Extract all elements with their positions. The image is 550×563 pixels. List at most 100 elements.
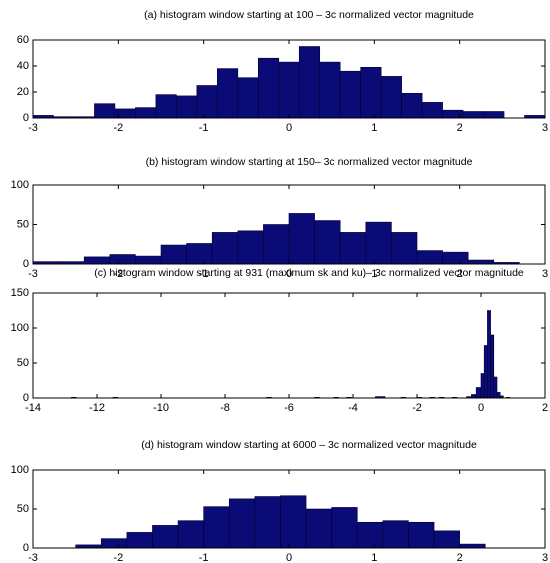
y-tick-label: 0 (23, 542, 29, 554)
bar (109, 254, 136, 265)
y-tick-label: 100 (11, 322, 29, 334)
bar (475, 387, 482, 399)
chart-title: (b) histogram window starting at 150– 3c… (146, 156, 473, 168)
x-tick-label: -12 (89, 402, 105, 414)
bar (314, 220, 341, 265)
bar (298, 46, 321, 119)
x-tick-label: -3 (28, 552, 38, 563)
bar (100, 538, 128, 549)
bar (356, 521, 384, 549)
x-tick-label: 0 (286, 552, 292, 563)
x-tick-label: -2 (113, 268, 123, 280)
bar (496, 392, 501, 399)
bar (380, 76, 402, 119)
bar (280, 495, 307, 549)
bar (391, 232, 418, 265)
x-tick-label: 3 (542, 552, 548, 563)
bar (483, 345, 488, 399)
y-tick-label: 100 (11, 179, 29, 191)
x-tick-label: -2 (113, 552, 123, 563)
bar (408, 521, 435, 549)
x-tick-label: 0 (478, 402, 484, 414)
bar (186, 243, 213, 265)
bar (278, 61, 300, 119)
y-tick-label: 50 (17, 503, 29, 515)
y-tick-label: 20 (17, 86, 29, 98)
chart-title: (d) histogram window starting at 6000 – … (141, 439, 477, 451)
bar (126, 532, 153, 549)
bar (462, 111, 484, 119)
y-tick-label: 50 (17, 357, 29, 369)
x-tick-label: -6 (284, 402, 294, 414)
x-tick-label: 1 (371, 122, 377, 134)
bar (467, 259, 495, 265)
x-tick-label: -3 (28, 122, 38, 134)
x-tick-label: 0 (286, 268, 292, 280)
bar (319, 61, 341, 119)
bar (217, 68, 239, 119)
x-tick-label: -1 (199, 122, 209, 134)
bar (176, 95, 198, 119)
bar (305, 508, 332, 549)
x-tick-label: -1 (199, 268, 209, 280)
bar (360, 67, 382, 119)
x-tick-label: -4 (348, 402, 358, 414)
bar (152, 525, 179, 549)
y-tick-label: 60 (17, 34, 29, 46)
x-tick-label: 2 (457, 268, 463, 280)
bar (490, 334, 495, 399)
bar (421, 102, 443, 119)
bar (237, 77, 259, 119)
x-tick-label: -3 (28, 268, 38, 280)
bar (493, 376, 498, 399)
x-tick-label: 3 (542, 268, 548, 280)
chart-title: (c) histogram window starting at 931 (ma… (94, 267, 524, 279)
x-tick-label: -2 (412, 402, 422, 414)
bar (416, 250, 443, 265)
y-tick-label: 0 (23, 112, 29, 124)
bar (339, 70, 361, 119)
y-tick-label: 40 (17, 60, 29, 72)
bar (155, 94, 177, 119)
x-tick-label: -2 (113, 122, 123, 134)
x-tick-label: 2 (457, 552, 463, 563)
bar (203, 506, 230, 549)
chart-title: (a) histogram window starting at 100 – 3… (144, 9, 474, 21)
x-tick-label: -14 (25, 402, 41, 414)
bar (257, 57, 280, 119)
x-tick-label: 1 (371, 552, 377, 563)
bar (288, 213, 315, 265)
bar (211, 232, 239, 265)
y-tick-label: 150 (11, 287, 29, 299)
bar (237, 230, 264, 265)
bar (196, 85, 218, 119)
bar (483, 111, 505, 119)
x-tick-label: 3 (542, 122, 548, 134)
bar (331, 507, 358, 549)
bar (263, 224, 290, 265)
x-tick-label: 2 (542, 402, 548, 414)
x-tick-label: -8 (220, 402, 230, 414)
bar (459, 543, 486, 549)
x-tick-label: -1 (199, 552, 209, 563)
bar (339, 232, 367, 265)
y-tick-label: 0 (23, 258, 29, 270)
bar (487, 310, 491, 399)
bar (433, 530, 460, 549)
x-tick-label: 2 (457, 122, 463, 134)
bar (135, 107, 157, 119)
bar (94, 103, 116, 119)
y-tick-label: 50 (17, 218, 29, 230)
axes-frame (32, 292, 546, 399)
bar (471, 394, 477, 399)
bar (177, 520, 204, 549)
bar (254, 496, 281, 549)
x-tick-label: 0 (286, 122, 292, 134)
x-tick-label: 1 (371, 268, 377, 280)
x-tick-label: -10 (153, 402, 169, 414)
bar (160, 244, 187, 265)
y-tick-label: 100 (11, 464, 29, 476)
bar (135, 255, 162, 265)
bar (228, 498, 256, 549)
